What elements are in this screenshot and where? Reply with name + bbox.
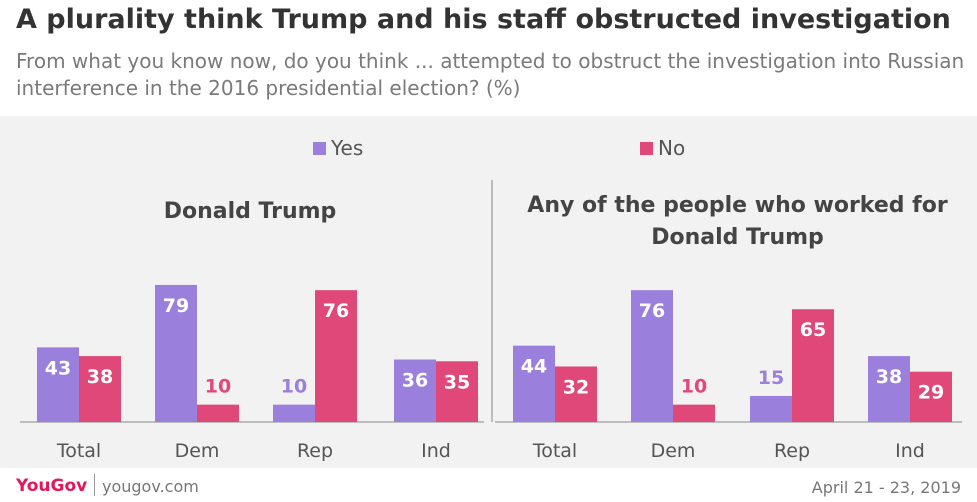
data-label-yes-total: 44 <box>521 356 547 378</box>
data-label-no-dem: 10 <box>205 376 231 398</box>
tick-label-rep: Rep <box>297 440 333 462</box>
data-label-yes-rep: 10 <box>281 376 307 398</box>
header: A plurality think Trump and his staff ob… <box>0 0 977 116</box>
bar-yes-total <box>37 347 79 422</box>
bar-no-ind <box>436 361 478 422</box>
bar-yes-total <box>513 345 555 422</box>
tick-label-ind: Ind <box>895 440 925 462</box>
tick-label-total: Total <box>56 440 101 462</box>
tick-label-dem: Dem <box>175 440 220 462</box>
data-label-no-rep: 76 <box>323 300 349 322</box>
bar-yes-rep <box>750 395 792 422</box>
bar-yes-dem <box>631 290 673 422</box>
bar-no-total <box>555 366 597 422</box>
site-link[interactable]: yougov.com <box>102 477 199 496</box>
bar-no-total <box>79 356 121 422</box>
footer <box>0 468 977 502</box>
data-label-no-total: 32 <box>563 376 589 398</box>
bar-no-rep <box>792 309 834 422</box>
legend-no-label: No <box>658 136 686 160</box>
panel-title-right: Any of the people who worked for Donald … <box>527 193 948 250</box>
bar-no-ind <box>910 371 952 422</box>
tick-label-ind: Ind <box>421 440 451 462</box>
legend-yes: Yes <box>313 136 363 160</box>
page-title: A plurality think Trump and his staff ob… <box>16 4 951 35</box>
data-label-no-total: 38 <box>87 366 113 388</box>
date-label: April 21 - 23, 2019 <box>811 478 961 497</box>
bar-yes-dem <box>155 284 197 422</box>
bar-no-rep <box>315 290 357 422</box>
data-label-yes-rep: 15 <box>758 367 784 389</box>
page-subtitle: From what you know now, do you think ...… <box>16 49 965 100</box>
data-label-no-rep: 65 <box>800 319 826 341</box>
footer-separator <box>94 474 95 496</box>
bar-no-dem <box>673 404 715 422</box>
data-label-yes-dem: 76 <box>639 300 665 322</box>
bar-yes-ind <box>868 356 910 422</box>
data-label-yes-ind: 36 <box>402 370 428 392</box>
panel-title-left: Donald Trump <box>163 199 337 224</box>
data-label-yes-ind: 38 <box>876 366 902 388</box>
legend-yes-label: Yes <box>331 136 364 160</box>
data-label-no-ind: 29 <box>918 382 944 404</box>
tick-label-total: Total <box>532 440 577 462</box>
legend-no-swatch <box>640 141 653 155</box>
data-label-no-dem: 10 <box>681 376 707 398</box>
bar-yes-rep <box>273 404 315 422</box>
yougov-logo: YouGov <box>16 476 88 496</box>
bar-no-dem <box>197 404 239 422</box>
tick-label-dem: Dem <box>651 440 696 462</box>
bar-yes-ind <box>394 359 436 422</box>
tick-label-rep: Rep <box>774 440 810 462</box>
data-label-yes-dem: 79 <box>163 295 189 317</box>
data-label-no-ind: 35 <box>444 371 470 393</box>
legend-yes-swatch <box>313 141 326 155</box>
legend-no: No <box>640 136 685 160</box>
data-label-yes-total: 43 <box>45 357 71 379</box>
